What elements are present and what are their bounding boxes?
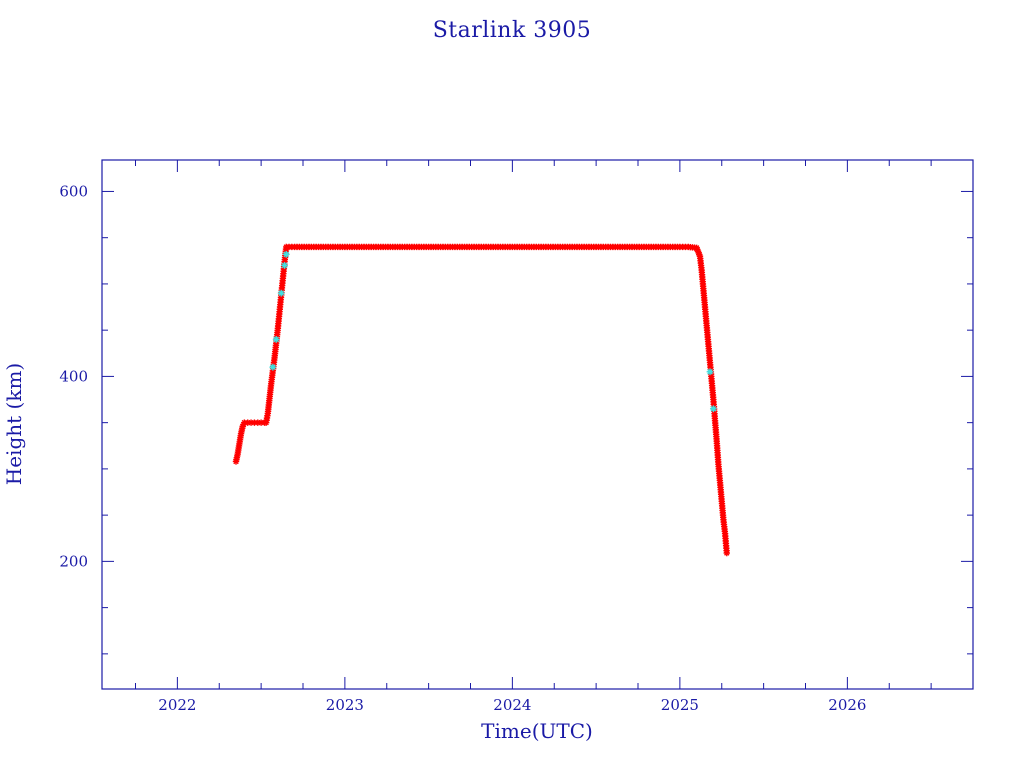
y-axis-tick-labels: 200 400 600 bbox=[59, 182, 88, 570]
x-axis-ticks bbox=[135, 160, 974, 689]
y-tick-label: 200 bbox=[59, 552, 88, 570]
x-axis-tick-labels: 2022 2023 2024 2025 2026 bbox=[158, 696, 866, 714]
x-tick-label: 2026 bbox=[828, 696, 866, 714]
y-axis-label: Height (km) bbox=[2, 363, 26, 485]
series-line bbox=[235, 246, 728, 554]
data-point bbox=[269, 363, 277, 371]
x-tick-label: 2025 bbox=[661, 696, 699, 714]
y-tick-label: 600 bbox=[59, 182, 88, 200]
y-tick-label: 400 bbox=[59, 367, 88, 385]
chart-title: Starlink 3905 bbox=[433, 18, 592, 43]
x-tick-label: 2024 bbox=[493, 696, 531, 714]
data-point bbox=[282, 250, 290, 258]
data-point bbox=[277, 289, 285, 297]
data-point bbox=[706, 368, 714, 376]
x-axis-label: Time(UTC) bbox=[481, 719, 593, 743]
data-point bbox=[281, 262, 288, 269]
x-tick-label: 2023 bbox=[326, 696, 364, 714]
data-point bbox=[723, 549, 730, 557]
data-series bbox=[232, 243, 730, 557]
y-axis-ticks bbox=[102, 190, 973, 655]
data-point bbox=[709, 405, 717, 413]
x-tick-label: 2022 bbox=[158, 696, 196, 714]
plot-frame bbox=[101, 159, 974, 690]
data-point bbox=[272, 336, 280, 343]
